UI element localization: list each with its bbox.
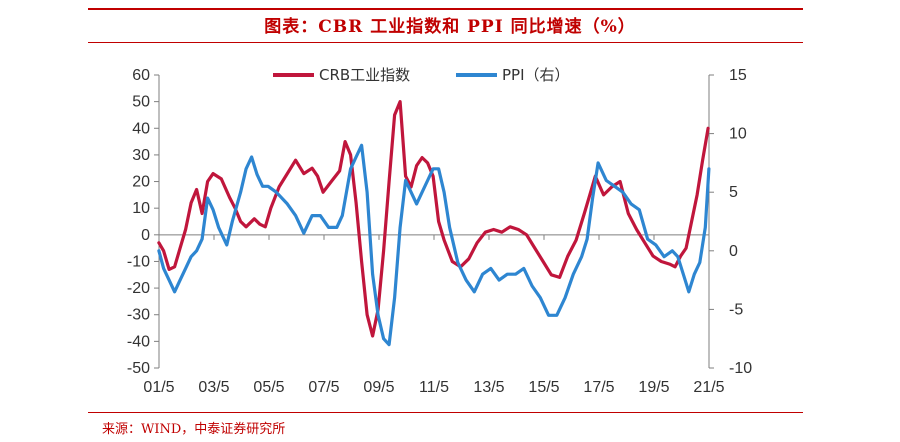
y-left-tick-label: -30: [127, 307, 150, 324]
series-layer: [157, 99, 711, 347]
y-right-tick-label: 5: [729, 184, 738, 201]
y-left-tick-label: -20: [127, 280, 150, 297]
y-left-tick-label: 50: [132, 94, 150, 111]
legend-item-ppi: PPI（右）: [456, 66, 570, 84]
x-tick-label: 17/5: [583, 379, 614, 396]
x-tick-label: 05/5: [253, 379, 284, 396]
legend-label-ppi: PPI（右）: [502, 66, 570, 84]
title-bottom-rule: [88, 42, 803, 43]
y-right-tick-label: 15: [729, 67, 747, 84]
y-right-tick-label: -10: [729, 360, 752, 377]
y-left-tick-label: 60: [132, 67, 150, 84]
x-tick-label: 11/5: [419, 379, 449, 396]
x-tick-label: 09/5: [363, 379, 394, 396]
axes-layer: 6050403020100-10-20-30-40-50151050-5-100…: [127, 67, 752, 396]
series-line-ppi: [157, 143, 711, 347]
x-tick-label: 15/5: [528, 379, 559, 396]
x-tick-label: 01/5: [143, 379, 174, 396]
y-right-tick-label: -5: [729, 301, 743, 318]
source-note: 来源：WIND，中泰证券研究所: [102, 422, 286, 437]
x-tick-label: 03/5: [198, 379, 229, 396]
legend: CRB工业指数 PPI（右）: [273, 66, 570, 84]
x-tick-label: 19/5: [638, 379, 669, 396]
y-left-tick-label: 0: [141, 227, 150, 244]
title-top-rule: [88, 8, 803, 10]
y-left-tick-label: -40: [127, 333, 150, 350]
y-left-tick-label: -10: [127, 253, 150, 270]
source-rule: [88, 412, 803, 413]
y-right-tick-label: 0: [729, 243, 738, 260]
y-left-tick-label: 30: [132, 147, 150, 164]
chart-title: 图表：CBR 工业指数和 PPI 同比增速（%）: [264, 17, 636, 37]
legend-label-crb: CRB工业指数: [319, 66, 410, 84]
legend-item-crb: CRB工业指数: [273, 66, 410, 84]
x-tick-label: 07/5: [308, 379, 339, 396]
y-left-tick-label: 40: [132, 120, 150, 137]
y-left-tick-label: 10: [132, 200, 150, 217]
series-line-crb: [157, 99, 710, 338]
y-left-tick-label: -50: [127, 360, 150, 377]
x-tick-label: 13/5: [473, 379, 504, 396]
y-left-tick-label: 20: [132, 174, 150, 191]
x-tick-label: 21/5: [693, 379, 724, 396]
y-right-tick-label: 10: [729, 126, 747, 143]
